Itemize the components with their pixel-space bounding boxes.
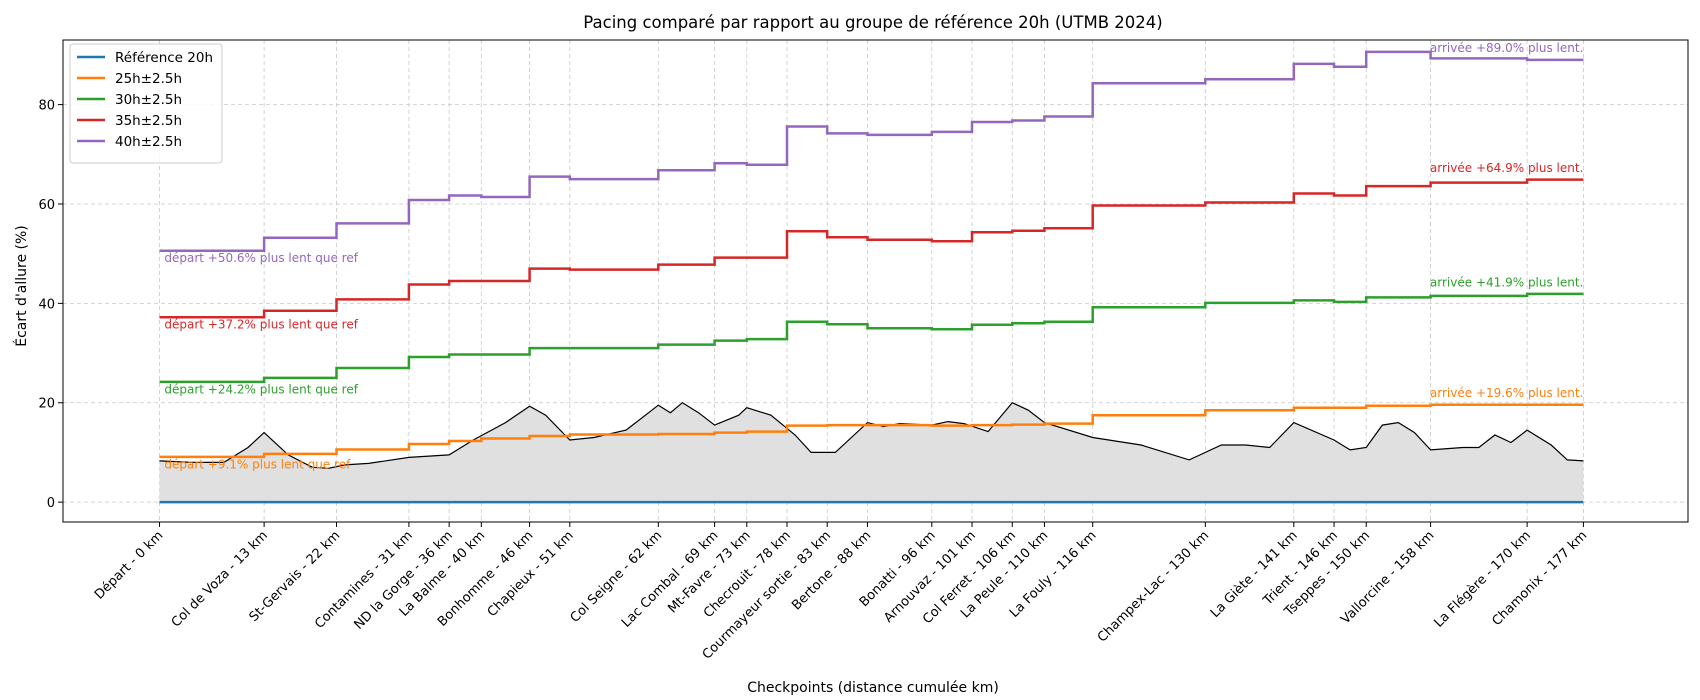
legend-label: 35h±2.5h (115, 113, 182, 129)
chart-title: Pacing comparé par rapport au groupe de … (583, 13, 1162, 32)
legend: Référence 20h 25h±2.5h 30h±2.5h 35h±2.5h 40h… (69, 43, 223, 164)
annotation-label: arrivée +89.0% plus lent. (1430, 41, 1583, 55)
series-line-2 (159, 292, 1584, 384)
y-axis-title: Écart d'allure (%) (13, 225, 30, 347)
legend-label: Référence 20h (115, 50, 213, 66)
series-lines (159, 50, 1584, 504)
legend-label: 30h±2.5h (115, 92, 182, 108)
annotation-label: départ +24.2% plus lent que ref (164, 382, 358, 396)
x-axis-title: Checkpoints (distance cumulée km) (747, 680, 999, 696)
series-line-4 (159, 50, 1584, 252)
annotation-label: départ +37.2% plus lent que ref (164, 318, 358, 332)
legend-label: 25h±2.5h (115, 71, 182, 87)
annotation-label: arrivée +41.9% plus lent. (1430, 275, 1583, 289)
y-tick-label: 80 (38, 99, 55, 114)
annotation-label: départ +50.6% plus lent que ref (164, 251, 358, 265)
legend-box (69, 43, 223, 164)
annotations: départ +50.6% plus lent que ref départ +3… (164, 41, 1583, 471)
annotation-label: départ +9.1% plus lent que ref (164, 457, 351, 471)
y-tick-label: 20 (38, 397, 55, 412)
series-line-1 (159, 403, 1584, 459)
plot-frame (62, 39, 1689, 523)
annotation-label: arrivée +19.6% plus lent. (1430, 386, 1583, 400)
y-tick-label: 0 (47, 496, 55, 511)
annotation-label: arrivée +64.9% plus lent. (1430, 161, 1583, 175)
elevation-area (159, 402, 1584, 503)
series-line-3 (159, 178, 1584, 319)
y-tick-label: 40 (38, 297, 55, 312)
legend-label: 40h±2.5h (115, 134, 182, 150)
y-tick-label: 60 (38, 198, 55, 213)
